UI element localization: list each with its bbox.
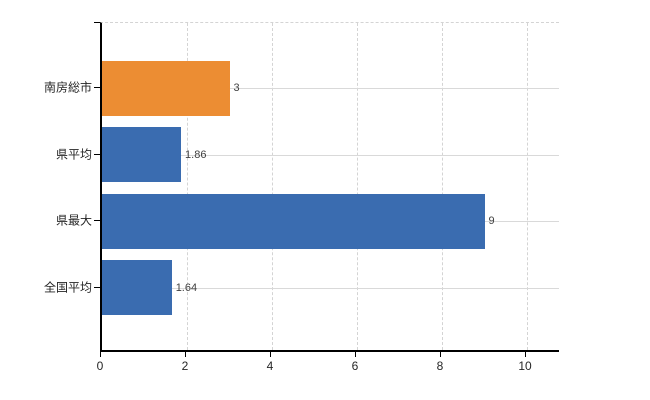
category-label: 全国平均 [43, 280, 92, 295]
bar-4 [102, 260, 172, 316]
x-gridline [272, 23, 273, 350]
y-axis-tick [94, 87, 100, 89]
x-axis-tick [355, 351, 356, 357]
y-axis-tick [94, 153, 100, 155]
x-tick-label: 6 [351, 359, 359, 373]
bar-value-label: 1.86 [185, 148, 207, 161]
x-axis-tick [525, 351, 526, 357]
x-gridline [442, 23, 443, 350]
y-axis-tick [94, 286, 100, 288]
bar-3 [102, 193, 485, 249]
x-gridline [357, 23, 358, 350]
plot-area: 3 1.86 9 1.64 [100, 22, 559, 352]
bar-1 [102, 60, 230, 116]
category-gridline [102, 88, 559, 90]
x-tick-label: 4 [266, 359, 274, 373]
category-label: 南房総市 [43, 80, 92, 95]
x-tick-label: 10 [518, 359, 532, 373]
bar-value-label: 3 [233, 82, 240, 95]
category-gridline [102, 287, 559, 289]
x-tick-label: 2 [181, 359, 189, 373]
category-label: 県平均 [55, 147, 92, 162]
category-gridline [102, 154, 559, 156]
bar-2 [102, 127, 182, 183]
x-axis-tick [185, 351, 186, 357]
bar-value-label: 9 [488, 215, 495, 228]
category-label: 県最大 [55, 213, 92, 228]
y-axis-top-tick [94, 22, 100, 23]
bar-value-label: 1.64 [175, 281, 198, 294]
x-tick-label: 8 [436, 359, 444, 373]
x-axis-tick [100, 351, 101, 357]
x-axis-tick [440, 351, 441, 357]
y-axis-tick [94, 220, 100, 222]
x-gridline [187, 23, 188, 350]
x-axis-tick [270, 351, 271, 357]
x-gridline [527, 23, 528, 350]
x-tick-label: 0 [96, 359, 104, 373]
